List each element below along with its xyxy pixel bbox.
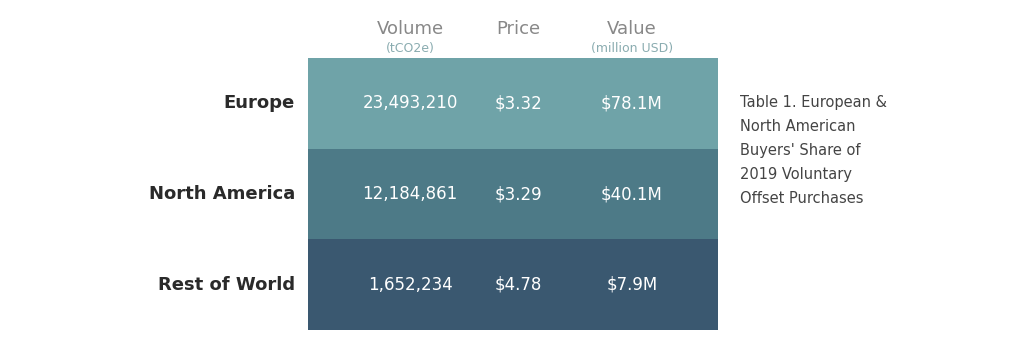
Text: Value: Value [607,20,656,38]
Text: Europe: Europe [224,94,295,112]
Text: $4.78: $4.78 [495,276,542,294]
Text: $7.9M: $7.9M [606,276,657,294]
Bar [308,58,718,149]
Text: (million USD): (million USD) [591,42,673,55]
Bar [308,239,718,330]
Text: Rest of World: Rest of World [158,276,295,294]
Text: $3.29: $3.29 [495,185,542,203]
Text: $40.1M: $40.1M [601,185,663,203]
Text: 1,652,234: 1,652,234 [368,276,453,294]
Text: Volume: Volume [377,20,443,38]
Text: (tCO2e): (tCO2e) [386,42,434,55]
Text: $3.32: $3.32 [495,94,542,112]
Text: $78.1M: $78.1M [601,94,663,112]
Bar [308,149,718,239]
Text: 12,184,861: 12,184,861 [362,185,458,203]
Text: Price: Price [496,20,540,38]
Text: 23,493,210: 23,493,210 [362,94,458,112]
Text: North America: North America [148,185,295,203]
Text: Table 1. European &
North American
Buyers' Share of
2019 Voluntary
Offset Purcha: Table 1. European & North American Buyer… [740,95,887,206]
